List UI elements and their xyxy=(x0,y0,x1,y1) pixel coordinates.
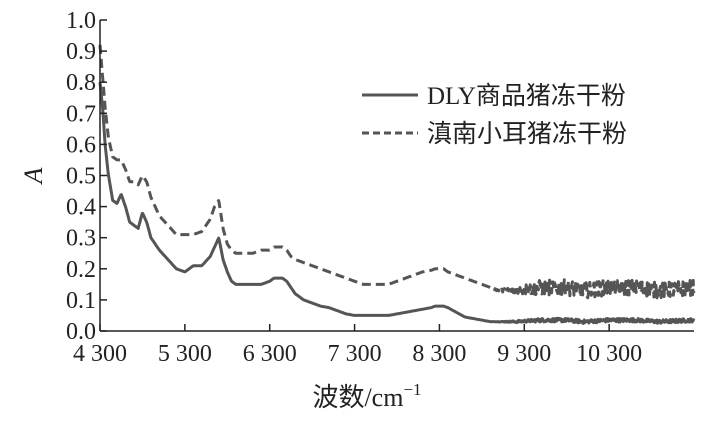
y-tick-label: 0.8 xyxy=(66,70,96,96)
y-tick-label: 0.7 xyxy=(66,101,96,127)
x-tick-label: 10 300 xyxy=(576,341,642,367)
x-axis-title: 波数/cm−1 xyxy=(312,380,421,412)
y-tick-label: 0.5 xyxy=(66,164,96,190)
x-tick-label: 9 300 xyxy=(497,341,551,367)
y-tick-label: 0.0 xyxy=(66,319,96,345)
y-tick-label: 0.1 xyxy=(66,288,96,314)
x-tick-label: 8 300 xyxy=(412,341,466,367)
y-tick-label: 0.2 xyxy=(66,257,96,283)
legend-label-2: 滇南小耳猪冻干粉 xyxy=(427,120,627,148)
x-tick-label: 4 300 xyxy=(73,341,127,367)
plot-area xyxy=(98,44,696,325)
axes: 0.0 0.1 0.2 0.3 0.4 0.5 0.6 0.7 0.8 0.9 1.0 4 300 5 … xyxy=(19,8,694,412)
y-tick-label: 1.0 xyxy=(66,8,96,34)
y-tick-label: 0.3 xyxy=(66,226,96,252)
x-tick-label: 6 300 xyxy=(243,341,297,367)
y-axis-title: A xyxy=(19,167,48,185)
series-line-1 xyxy=(98,82,696,325)
y-tick-label: 0.4 xyxy=(66,195,96,221)
y-tick-label: 0.6 xyxy=(66,132,96,158)
legend-label-1: DLY商品猪冻干粉 xyxy=(427,82,626,110)
x-tick-label: 5 300 xyxy=(158,341,212,367)
y-tick-label: 0.9 xyxy=(66,39,96,65)
x-tick-label: 7 300 xyxy=(328,341,382,367)
series-line-2 xyxy=(98,44,696,300)
